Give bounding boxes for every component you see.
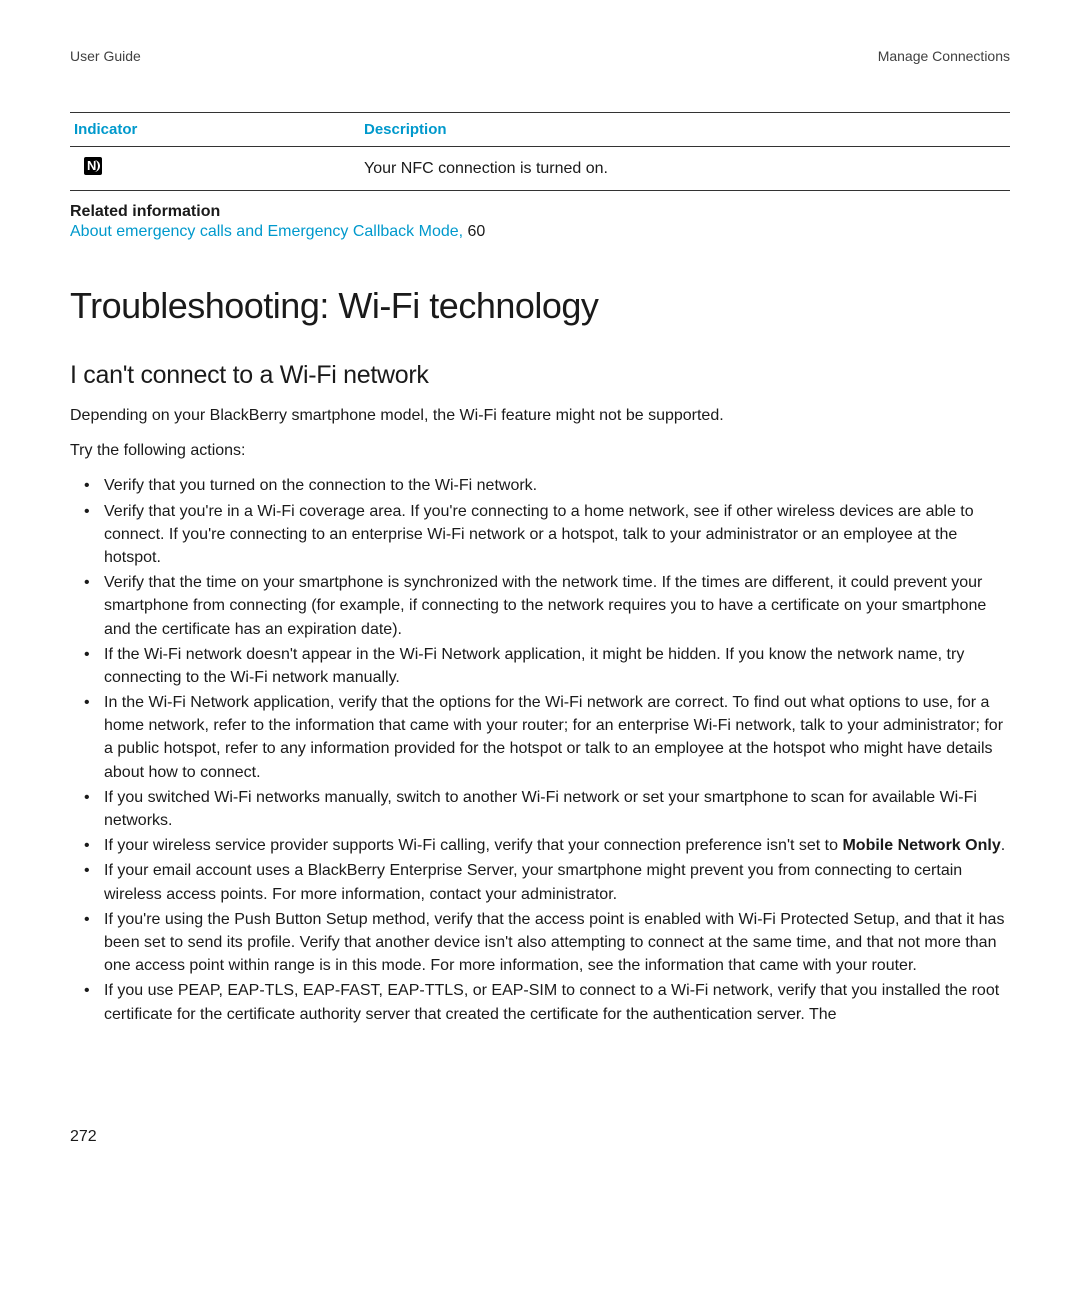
indicator-table: Indicator Description Your NFC connectio…	[70, 112, 1010, 191]
page-number: 272	[70, 1128, 97, 1146]
list-item: Verify that the time on your smartphone …	[70, 571, 1010, 641]
list-item-bold: Mobile Network Only	[842, 837, 1000, 854]
intro-paragraph-2: Try the following actions:	[70, 439, 1010, 462]
related-info-heading: Related information	[70, 203, 1010, 221]
table-row: Your NFC connection is turned on.	[70, 147, 1010, 191]
list-item: In the Wi-Fi Network application, verify…	[70, 691, 1010, 784]
heading-2: I can't connect to a Wi-Fi network	[70, 361, 1010, 390]
list-item: If your wireless service provider suppor…	[70, 834, 1010, 857]
related-info-link[interactable]: About emergency calls and Emergency Call…	[70, 223, 468, 240]
related-info-page: 60	[468, 223, 486, 240]
related-information: Related information About emergency call…	[70, 203, 1010, 241]
nfc-icon	[84, 157, 102, 175]
list-item: If the Wi-Fi network doesn't appear in t…	[70, 643, 1010, 689]
list-item-text-pre: If your wireless service provider suppor…	[104, 837, 842, 854]
heading-1: Troubleshooting: Wi-Fi technology	[70, 285, 1010, 327]
indicator-cell	[70, 147, 360, 191]
list-item: Verify that you're in a Wi-Fi coverage a…	[70, 500, 1010, 570]
list-item: Verify that you turned on the connection…	[70, 474, 1010, 497]
page-header: User Guide Manage Connections	[70, 48, 1010, 64]
intro-paragraph-1: Depending on your BlackBerry smartphone …	[70, 404, 1010, 427]
list-item: If you switched Wi-Fi networks manually,…	[70, 786, 1010, 832]
actions-list: Verify that you turned on the connection…	[70, 474, 1010, 1025]
header-left: User Guide	[70, 48, 141, 64]
table-header-description: Description	[360, 113, 1010, 147]
list-item: If your email account uses a BlackBerry …	[70, 859, 1010, 905]
list-item: If you use PEAP, EAP-TLS, EAP-FAST, EAP-…	[70, 979, 1010, 1025]
header-right: Manage Connections	[878, 48, 1010, 64]
list-item-text-post: .	[1001, 837, 1005, 854]
list-item: If you're using the Push Button Setup me…	[70, 908, 1010, 978]
description-cell: Your NFC connection is turned on.	[360, 147, 1010, 191]
table-header-indicator: Indicator	[70, 113, 360, 147]
